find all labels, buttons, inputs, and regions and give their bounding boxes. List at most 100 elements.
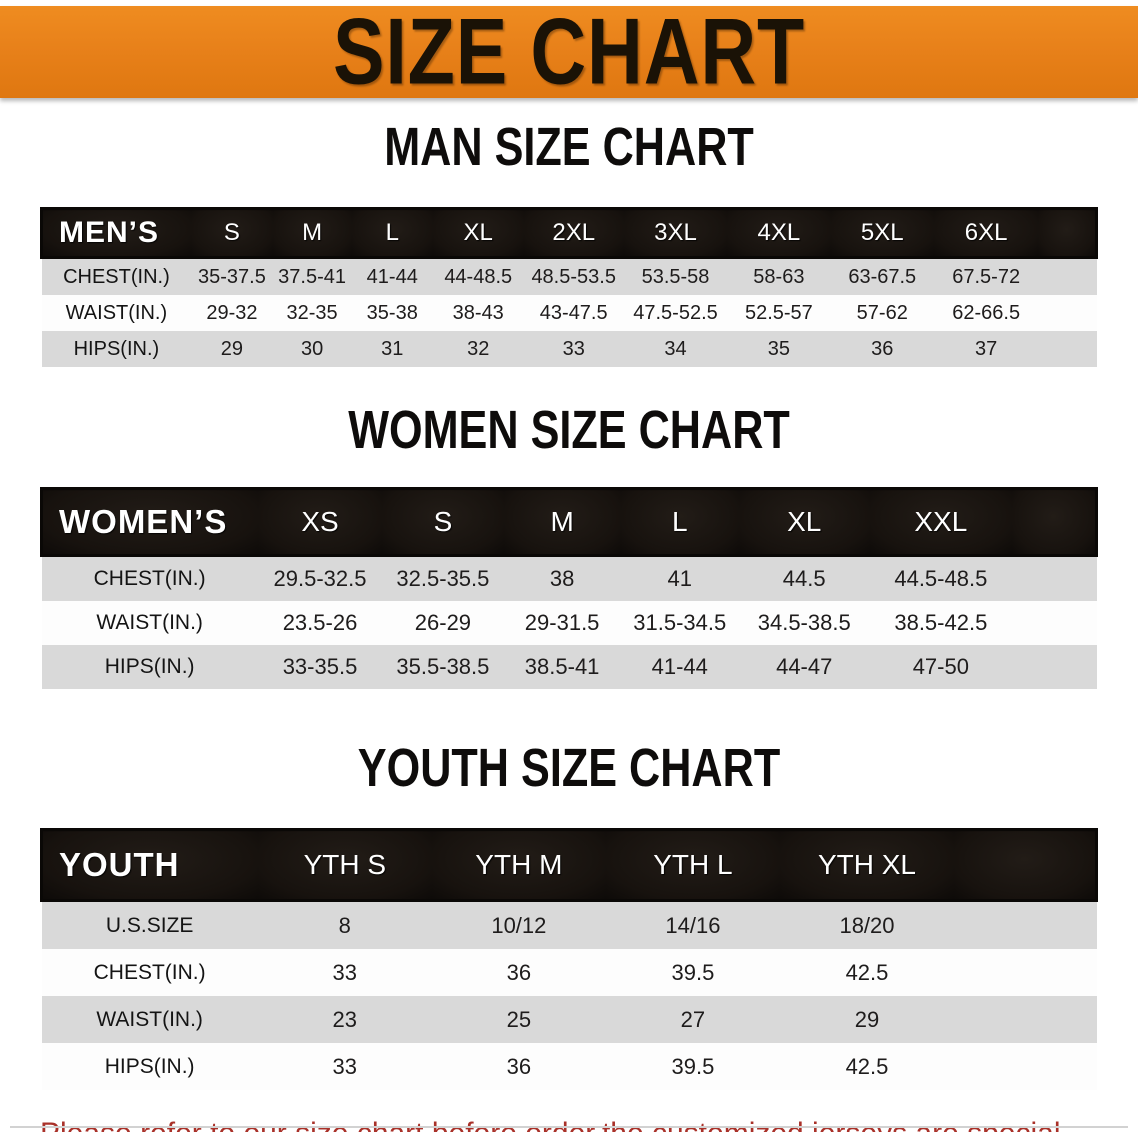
youth-cell: 10/12 <box>431 900 606 949</box>
women-header-row: WOMEN’S XS S M L XL XXL <box>39 487 1099 557</box>
men-table-container: MEN’S S M L XL 2XL 3XL 4XL 5XL 6XL CHEST(IN.) 35-37… <box>40 207 1099 367</box>
men-column-header: 2XL <box>523 207 624 259</box>
men-cell-filler <box>1038 331 1097 367</box>
women-cell: 29-31.5 <box>503 601 621 645</box>
men-header-filler <box>1038 207 1099 259</box>
men-cell: 48.5-53.5 <box>523 257 624 295</box>
men-cell: 31 <box>351 331 433 367</box>
men-column-header: M <box>272 207 352 259</box>
women-table-container: WOMEN’S XS S M L XL XXL CHEST(IN.) 29.5-32.5 32.5… <box>39 487 1099 689</box>
youth-section-title: YOUTH SIZE CHART <box>0 738 1138 802</box>
youth-table-container: YOUTH YTH S YTH M YTH L YTH XL U.S.SIZE 8 10/12… <box>39 828 1099 1090</box>
women-cell: 33-35.5 <box>257 645 383 689</box>
women-row-label: CHEST(IN.) <box>41 555 258 601</box>
men-column-header: 4XL <box>727 207 831 259</box>
men-section-title: MAN SIZE CHART <box>0 120 1138 181</box>
youth-column-header: YTH M <box>431 828 606 902</box>
youth-cell: 29 <box>779 996 955 1043</box>
men-cell: 32 <box>432 331 524 367</box>
men-column-header: S <box>191 207 273 259</box>
men-row-label: WAIST(IN.) <box>41 295 192 331</box>
men-column-header: XL <box>432 207 524 259</box>
men-cell: 67.5-72 <box>933 257 1039 295</box>
men-cell: 36 <box>830 331 934 367</box>
youth-row-label: U.S.SIZE <box>41 900 258 949</box>
men-cell: 57-62 <box>830 295 934 331</box>
men-cell: 30 <box>272 331 352 367</box>
youth-cell: 8 <box>257 900 432 949</box>
youth-row-waistin: WAIST(IN.) 23 25 27 29 <box>41 996 1097 1043</box>
women-cell: 41-44 <box>620 645 739 689</box>
men-header-row: MEN’S S M L XL 2XL 3XL 4XL 5XL 6XL <box>40 207 1099 259</box>
men-column-header: 5XL <box>830 207 934 259</box>
youth-cell: 18/20 <box>779 900 955 949</box>
youth-cell: 42.5 <box>779 1043 955 1090</box>
women-cell-filler <box>1012 601 1097 645</box>
youth-size-table: YOUTH YTH S YTH M YTH L YTH XL U.S.SIZE 8 10/12… <box>39 828 1099 1090</box>
disclaimer: Please refer to our size chart before or… <box>40 1114 1118 1132</box>
youth-row-label: CHEST(IN.) <box>41 949 258 996</box>
men-cell: 53.5-58 <box>623 257 728 295</box>
men-cell: 35-37.5 <box>191 257 273 295</box>
women-column-header: L <box>620 487 739 557</box>
youth-cell-filler <box>954 949 1097 996</box>
women-table-label: WOMEN’S <box>39 487 258 557</box>
women-cell-filler <box>1012 555 1097 601</box>
women-column-header: M <box>503 487 621 557</box>
youth-column-header: YTH S <box>257 828 432 902</box>
youth-cell: 27 <box>605 996 780 1043</box>
youth-cell: 36 <box>431 1043 606 1090</box>
women-column-header: XS <box>257 487 383 557</box>
women-cell: 26-29 <box>382 601 504 645</box>
women-cell: 44.5-48.5 <box>869 555 1013 601</box>
women-cell: 44.5 <box>738 555 870 601</box>
men-cell: 35 <box>727 331 831 367</box>
women-cell-filler <box>1012 645 1097 689</box>
youth-row-hipsin: HIPS(IN.) 33 36 39.5 42.5 <box>41 1043 1097 1090</box>
youth-cell: 25 <box>431 996 606 1043</box>
men-cell: 34 <box>623 331 728 367</box>
youth-section-title-text: YOUTH SIZE CHART <box>357 738 781 798</box>
bottom-divider <box>10 1126 1128 1128</box>
men-row-label: HIPS(IN.) <box>41 331 192 367</box>
men-cell: 47.5-52.5 <box>623 295 728 331</box>
youth-column-header: YTH XL <box>779 828 955 902</box>
banner-title: SIZE CHART <box>332 0 806 104</box>
men-cell: 29-32 <box>191 295 273 331</box>
women-size-table: WOMEN’S XS S M L XL XXL CHEST(IN.) 29.5-32.5 32.5… <box>39 487 1099 689</box>
men-cell-filler <box>1038 295 1097 331</box>
men-cell: 63-67.5 <box>830 257 934 295</box>
women-cell: 32.5-35.5 <box>382 555 504 601</box>
women-cell: 38.5-41 <box>503 645 621 689</box>
men-table-label: MEN’S <box>40 207 192 259</box>
men-column-header: 3XL <box>623 207 728 259</box>
youth-header-row: YOUTH YTH S YTH M YTH L YTH XL <box>39 828 1099 902</box>
women-header-filler <box>1012 487 1099 557</box>
women-cell: 38.5-42.5 <box>869 601 1013 645</box>
youth-row-label: HIPS(IN.) <box>41 1043 258 1090</box>
men-column-header: 6XL <box>933 207 1039 259</box>
women-column-header: XXL <box>869 487 1013 557</box>
men-row-label: CHEST(IN.) <box>41 257 192 295</box>
women-row-chestin: CHEST(IN.) 29.5-32.5 32.5-35.5 38 41 44.5 44.5… <box>41 555 1097 601</box>
men-row-chestin: CHEST(IN.) 35-37.5 37.5-41 41-44 44-48.5 48.5… <box>41 257 1097 295</box>
men-cell: 35-38 <box>351 295 433 331</box>
men-cell: 37 <box>933 331 1039 367</box>
youth-cell-filler <box>954 996 1097 1043</box>
men-cell: 44-48.5 <box>432 257 524 295</box>
disclaimer-line-1: Please refer to our size chart before or… <box>40 1114 1118 1132</box>
women-row-label: HIPS(IN.) <box>41 645 258 689</box>
youth-column-header: YTH L <box>605 828 780 902</box>
men-cell: 33 <box>523 331 624 367</box>
men-cell: 38-43 <box>432 295 524 331</box>
men-cell: 37.5-41 <box>272 257 352 295</box>
women-cell: 23.5-26 <box>257 601 383 645</box>
youth-table-label: YOUTH <box>39 828 258 902</box>
youth-row-label: WAIST(IN.) <box>41 996 258 1043</box>
women-cell: 47-50 <box>869 645 1013 689</box>
women-cell: 38 <box>503 555 621 601</box>
women-row-label: WAIST(IN.) <box>41 601 258 645</box>
youth-cell: 39.5 <box>605 1043 780 1090</box>
women-column-header: XL <box>738 487 870 557</box>
